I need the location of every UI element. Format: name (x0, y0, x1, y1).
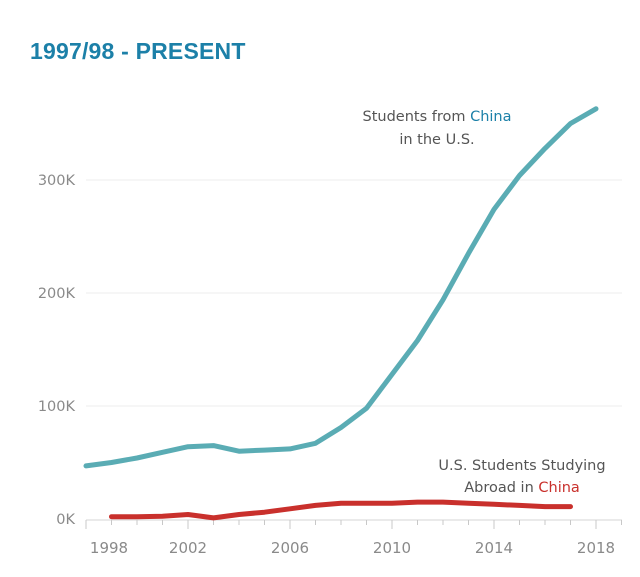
y-tick-label: 300K (38, 173, 76, 189)
china-in-us-label-prefix: Students from (362, 109, 470, 125)
us-in-china-line (109, 499, 573, 521)
gridlines (86, 179, 622, 407)
china-in-us-label-highlight: China (470, 109, 511, 125)
us-in-china-label-line2: Abroad in China (464, 480, 580, 496)
x-tick-label: 2010 (373, 539, 411, 557)
y-tick-label: 100K (38, 399, 76, 415)
y-tick-label: 200K (38, 286, 76, 302)
china-in-us-label-line1: Students from China (362, 109, 511, 125)
chart-title: 1997/98 - PRESENT (30, 38, 246, 64)
china-in-us-line (83, 106, 599, 469)
y-axis: 0K 100K 200K 300K (38, 173, 76, 528)
x-tick-label: 2018 (577, 539, 615, 557)
x-axis: 1998 2002 2006 2010 2014 2018 (85, 519, 622, 557)
us-in-china-label-highlight: China (538, 480, 579, 496)
x-tick-label: 1998 (90, 539, 128, 557)
series-lines (83, 106, 599, 521)
china-in-us-label-line2: in the U.S. (399, 132, 474, 148)
y-tick-label: 0K (56, 512, 75, 528)
x-tick-label: 2014 (475, 539, 513, 557)
x-tick-label: 2002 (169, 539, 207, 557)
x-tick-label: 2006 (271, 539, 309, 557)
us-in-china-label-prefix: Abroad in (464, 480, 538, 496)
us-in-china-label-line1: U.S. Students Studying (438, 458, 605, 474)
